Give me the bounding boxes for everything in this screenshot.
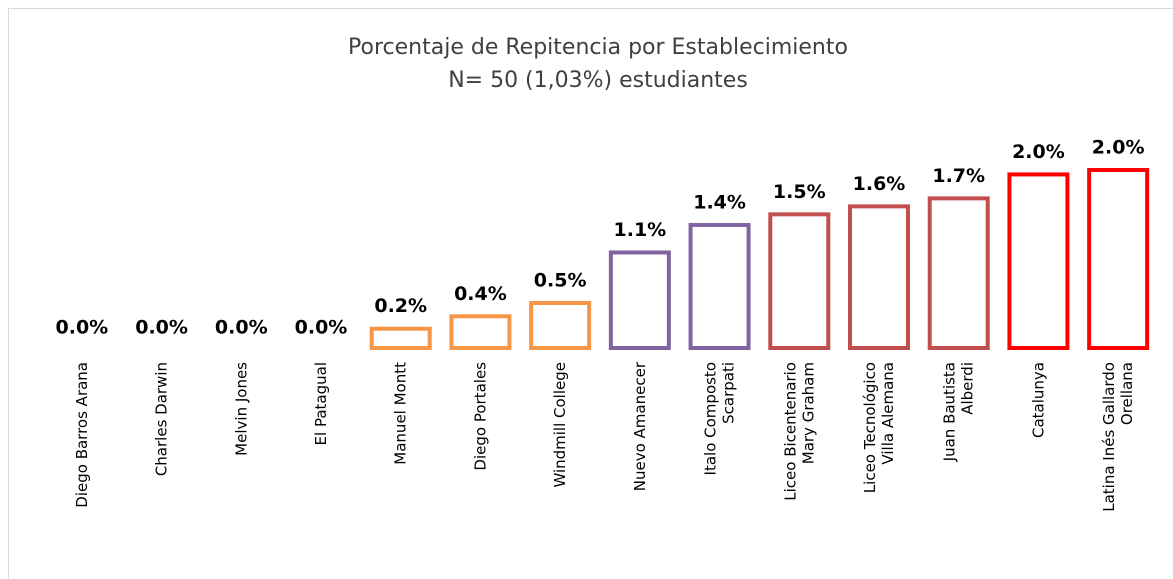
x-tick-label: Diego Barros Arana: [72, 362, 90, 508]
value-label: 2.0%: [1092, 137, 1145, 159]
x-tick-label: Liceo BicentenarioMary Graham: [781, 362, 817, 501]
value-label: 2.0%: [1012, 141, 1065, 163]
x-tick-label: Liceo TecnológicoVilla Alemana: [861, 362, 897, 493]
x-tick-label: Manuel Montt: [391, 362, 409, 465]
x-tick-label: Nuevo Amanecer: [630, 361, 648, 491]
bar: [1087, 168, 1150, 350]
value-label: 0.0%: [135, 317, 188, 339]
x-tick-label: Windmill College: [551, 362, 569, 488]
bar: [848, 204, 910, 350]
chart-subtitle: N= 50 (1,03%) estudiantes: [448, 68, 748, 93]
value-label: 0.4%: [454, 283, 507, 305]
x-tick-label: Melvin Jones: [232, 362, 250, 456]
bar: [688, 222, 751, 350]
value-label: 1.5%: [773, 181, 826, 203]
value-label: 1.6%: [853, 173, 906, 195]
x-tick-label: Latina Inés GallardoOrellana: [1100, 362, 1136, 512]
value-label: 1.4%: [693, 191, 746, 213]
value-label: 1.1%: [614, 219, 667, 241]
bar: [1007, 172, 1070, 350]
x-tick-label: Italo CompostoScarpati: [701, 362, 737, 475]
chart-title: Porcentaje de Repitencia por Establecimi…: [348, 35, 848, 60]
value-label: 0.5%: [534, 270, 587, 292]
x-tick-label: Catalunya: [1029, 362, 1047, 438]
bar: [768, 212, 831, 350]
bar: [449, 314, 512, 351]
bar: [369, 326, 432, 350]
x-tick-label: Juan BautistaAlberdi: [940, 362, 976, 462]
bar: [529, 301, 592, 350]
value-label: 0.0%: [56, 317, 109, 339]
x-tick-label: Diego Portales: [471, 362, 489, 471]
x-tick-label: Charles Darwin: [152, 362, 170, 476]
bar: [608, 250, 671, 351]
x-tick-label: El Patagual: [312, 362, 330, 445]
value-label: 0.2%: [374, 295, 427, 317]
value-label: 0.0%: [215, 317, 268, 339]
value-label: 0.0%: [295, 317, 348, 339]
frame: [8, 8, 1173, 579]
value-label: 1.7%: [932, 165, 985, 187]
bar: [927, 196, 990, 350]
